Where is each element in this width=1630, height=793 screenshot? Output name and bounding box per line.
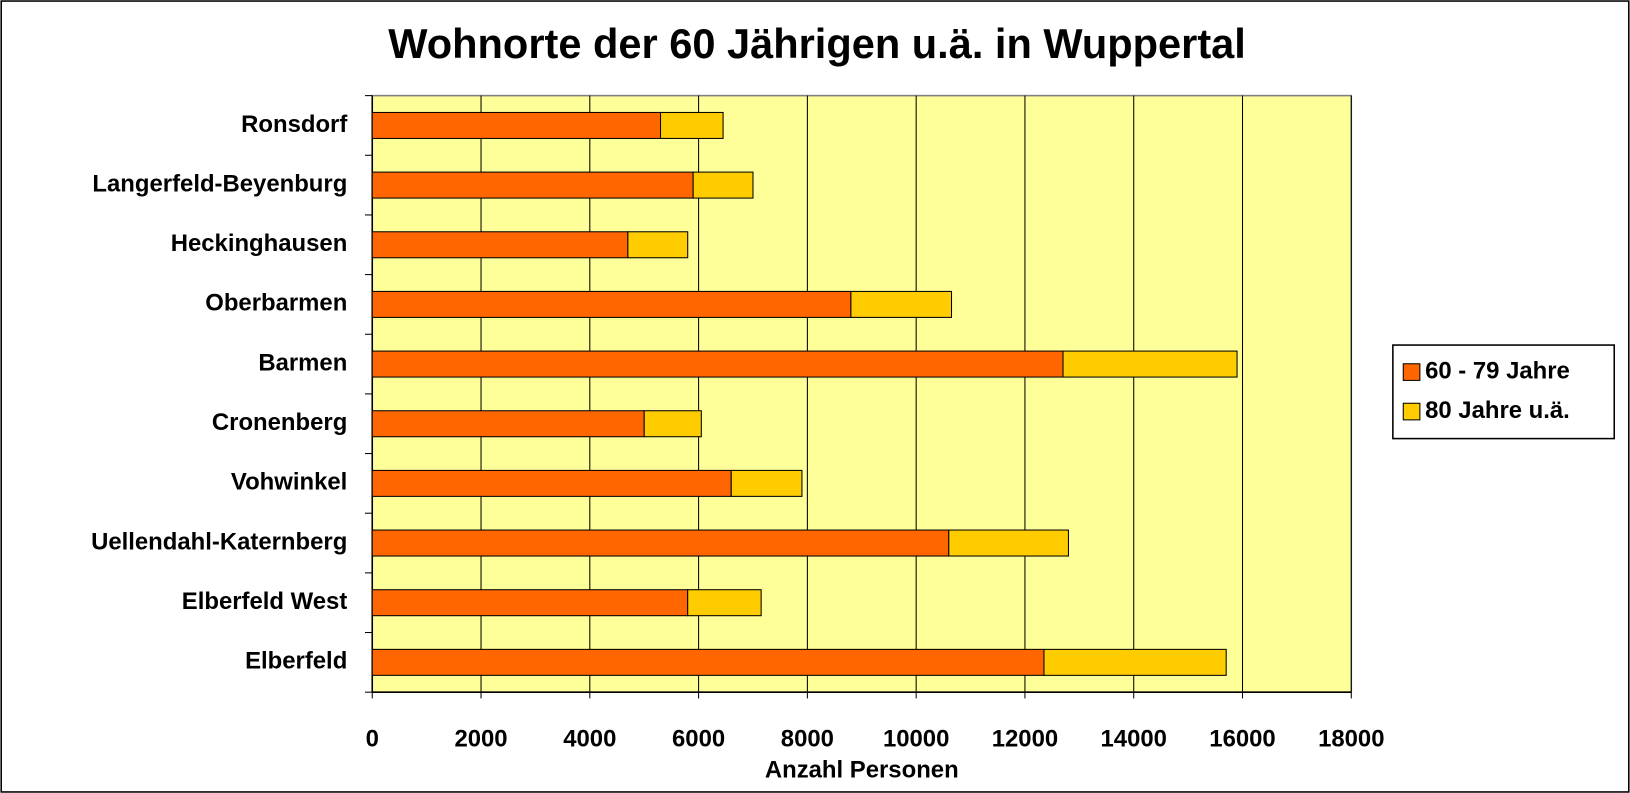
bar: [371, 111, 662, 139]
y-tick-label: Barmen: [258, 349, 347, 376]
bar: [371, 469, 732, 497]
y-tick-label: Ronsdorf: [241, 111, 347, 138]
y-tick-label: Cronenberg: [212, 409, 347, 436]
x-tick-label: 4000: [563, 725, 616, 752]
legend-label: 80 Jahre u.ä.: [1425, 397, 1570, 424]
y-tick-label: Langerfeld-Beyenburg: [92, 170, 347, 197]
bar: [371, 529, 950, 557]
bar: [371, 648, 1045, 676]
x-tick-label: 12000: [992, 725, 1058, 752]
y-tick-label: Elberfeld: [245, 648, 347, 675]
x-tick-label: 0: [366, 725, 379, 752]
bar: [692, 171, 754, 199]
x-tick-label: 14000: [1101, 725, 1167, 752]
y-tick-label: Heckinghausen: [171, 230, 348, 257]
bar: [371, 231, 629, 259]
bar: [687, 589, 762, 617]
bar: [371, 410, 645, 438]
chart-title: Wohnorte der 60 Jährigen u.ä. in Wuppert…: [388, 20, 1246, 67]
bar: [643, 410, 702, 438]
x-axis-label: Anzahl Personen: [765, 756, 959, 783]
legend-swatch: [1402, 402, 1421, 421]
bar: [371, 589, 689, 617]
bar: [1062, 350, 1238, 378]
y-tick-label: Oberbarmen: [205, 290, 347, 317]
bar: [1043, 648, 1227, 676]
bar: [371, 290, 852, 318]
bar: [371, 350, 1064, 378]
x-tick-label: 8000: [781, 725, 834, 752]
legend-label: 60 - 79 Jahre: [1425, 357, 1570, 384]
x-tick-label: 18000: [1318, 725, 1384, 752]
legend-box: [1392, 344, 1616, 440]
y-tick-label: Elberfeld West: [182, 588, 348, 615]
x-tick-label: 6000: [672, 725, 725, 752]
x-tick-label: 2000: [454, 725, 507, 752]
bar: [730, 469, 803, 497]
bar: [850, 290, 953, 318]
bar: [948, 529, 1069, 557]
legend-swatch: [1402, 363, 1421, 381]
x-tick-label: 16000: [1209, 725, 1275, 752]
y-tick-label: Uellendahl-Katernberg: [91, 528, 347, 555]
bar: [627, 231, 689, 259]
bar: [371, 171, 694, 199]
bar: [660, 111, 724, 139]
y-tick-label: Vohwinkel: [231, 469, 347, 496]
x-tick-label: 10000: [883, 725, 949, 752]
